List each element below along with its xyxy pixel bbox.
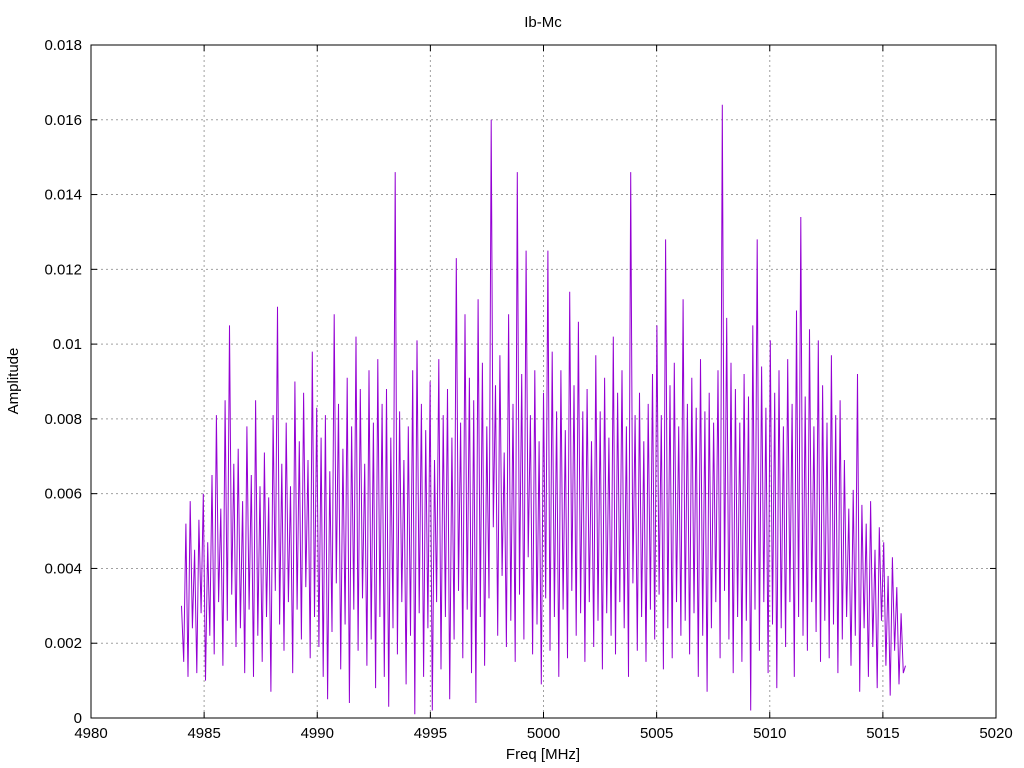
x-tick-labels: 4980 4985 4990 4995 5000 5005 5010 5015 5020 <box>74 725 1012 742</box>
y-tick-labels: 0 0.002 0.004 0.006 0.008 0.01 0.012 0.014 0.016… <box>44 37 82 727</box>
series-traces <box>181 104 906 715</box>
x-tick-label: 4995 <box>414 725 447 742</box>
x-axis-label: Freq [MHz] <box>506 746 580 763</box>
y-tick-label: 0.018 <box>44 37 82 54</box>
y-tick-label: 0.014 <box>44 187 82 204</box>
y-tick-label: 0.01 <box>53 336 82 353</box>
chart-title: Ib-Mc <box>524 14 562 31</box>
y-axis-label: Amplitude <box>5 348 22 415</box>
y-tick-label: 0.004 <box>44 560 82 577</box>
x-tick-label: 4990 <box>301 725 334 742</box>
x-tick-label: 5000 <box>527 725 560 742</box>
x-tick-label: 5010 <box>753 725 786 742</box>
y-tick-label: 0.016 <box>44 112 82 129</box>
x-tick-label: 4980 <box>74 725 107 742</box>
y-tick-label: 0.006 <box>44 486 82 503</box>
x-tick-label: 5020 <box>979 725 1012 742</box>
axis-ticks <box>90 44 997 719</box>
x-tick-label: 5015 <box>866 725 899 742</box>
y-tick-label: 0.002 <box>44 635 82 652</box>
y-tick-label: 0 <box>74 710 82 727</box>
y-tick-label: 0.012 <box>44 261 82 278</box>
series-line <box>181 104 906 715</box>
y-tick-label: 0.008 <box>44 411 82 428</box>
x-tick-label: 4985 <box>187 725 220 742</box>
x-tick-label: 5005 <box>640 725 673 742</box>
